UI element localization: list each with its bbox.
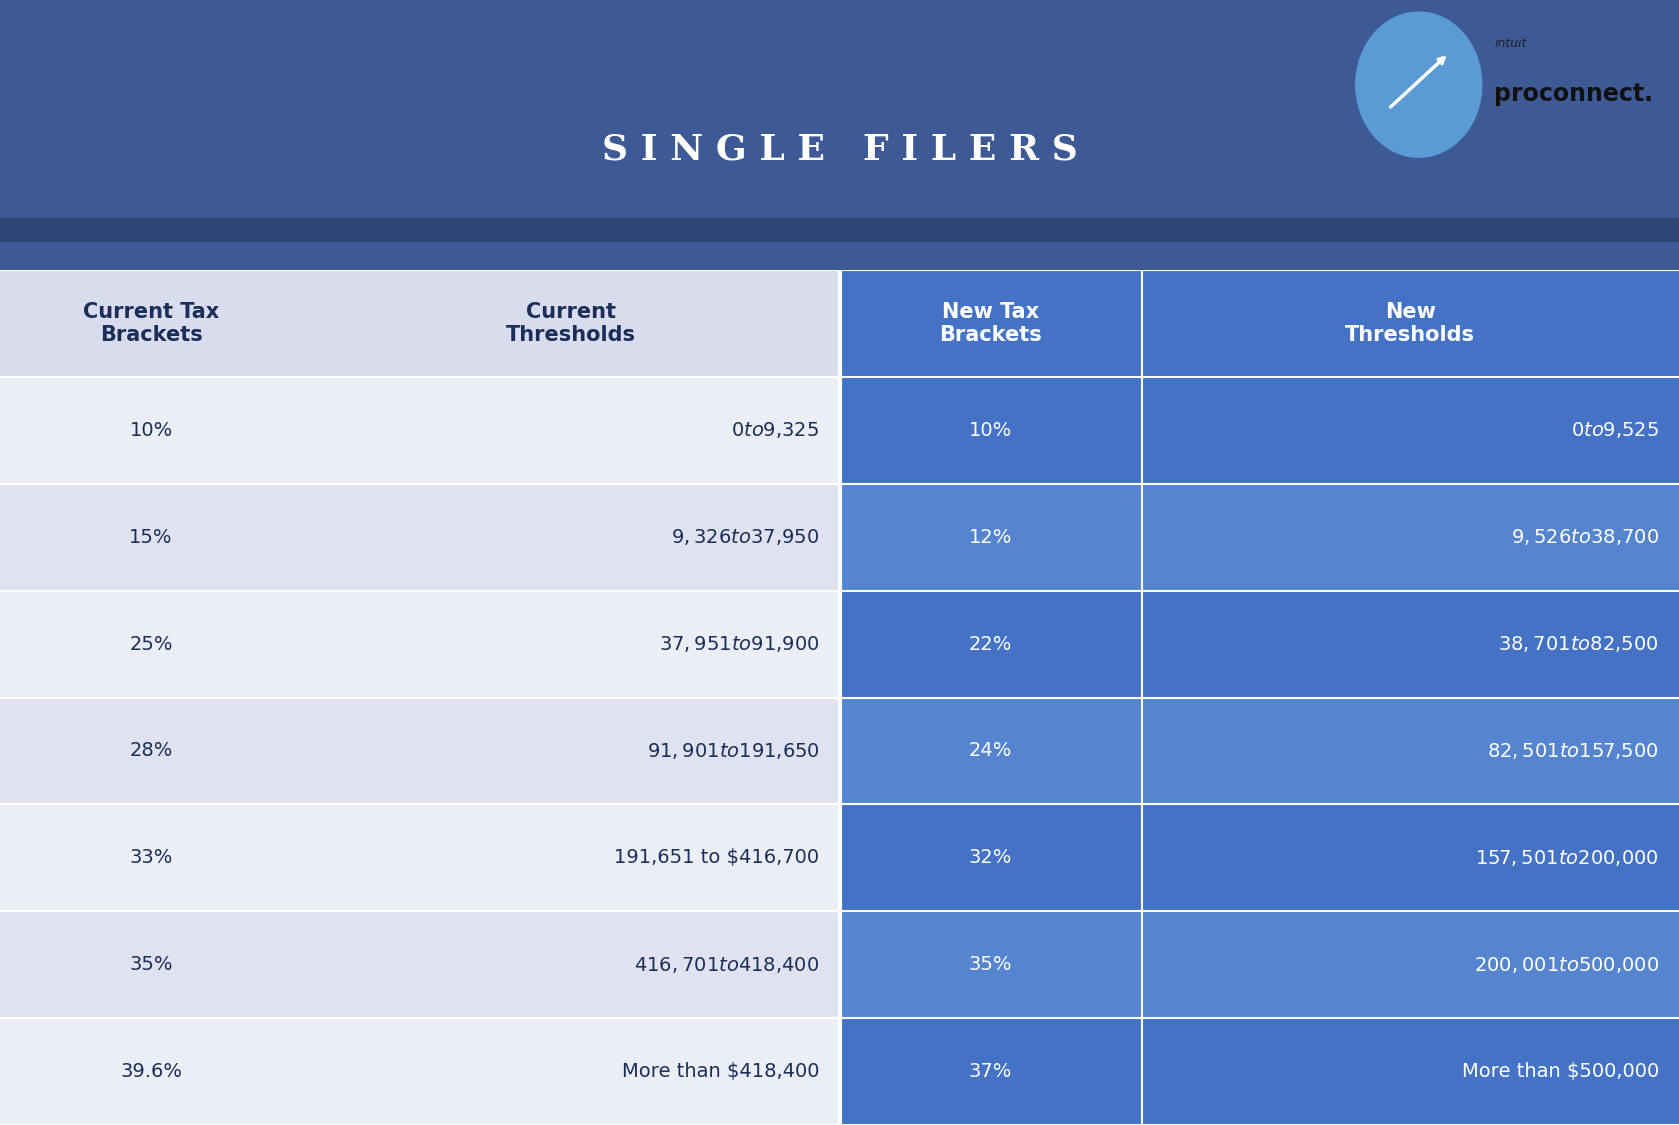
Bar xyxy=(0,377,302,484)
Text: $200,001 to $500,000: $200,001 to $500,000 xyxy=(1474,955,1659,974)
Bar xyxy=(302,377,840,484)
Text: $9,326 to $37,950: $9,326 to $37,950 xyxy=(672,528,819,547)
Bar xyxy=(840,270,1142,377)
Text: New Tax
Brackets: New Tax Brackets xyxy=(939,302,1043,345)
Bar xyxy=(1142,1018,1679,1125)
Ellipse shape xyxy=(1357,12,1483,158)
Text: 191,651 to $416,700: 191,651 to $416,700 xyxy=(615,848,819,867)
Text: $91,901 to $191,650: $91,901 to $191,650 xyxy=(646,741,819,760)
Text: $416,701 to $418,400: $416,701 to $418,400 xyxy=(635,955,819,974)
Text: 10%: 10% xyxy=(969,421,1012,440)
Text: 12%: 12% xyxy=(969,528,1012,547)
Text: S I N G L E   F I L E R S: S I N G L E F I L E R S xyxy=(601,133,1078,166)
Bar xyxy=(1142,911,1679,1018)
Text: 22%: 22% xyxy=(969,634,1012,654)
Bar xyxy=(840,698,1142,804)
Bar xyxy=(0,218,1679,242)
Text: $82,501 to $157,500: $82,501 to $157,500 xyxy=(1488,741,1659,760)
Text: More than $418,400: More than $418,400 xyxy=(621,1062,819,1081)
Bar xyxy=(840,804,1142,911)
Text: $0 to $9,525: $0 to $9,525 xyxy=(1570,421,1659,440)
Text: $38,701 to $82,500: $38,701 to $82,500 xyxy=(1498,634,1659,654)
Bar xyxy=(840,911,1142,1018)
Text: Current Tax
Brackets: Current Tax Brackets xyxy=(82,302,220,345)
Text: $0 to $9,325: $0 to $9,325 xyxy=(730,421,819,440)
Bar xyxy=(840,591,1142,698)
Text: $9,526 to $38,700: $9,526 to $38,700 xyxy=(1511,528,1659,547)
Text: 39.6%: 39.6% xyxy=(121,1062,181,1081)
Text: 25%: 25% xyxy=(129,634,173,654)
Bar xyxy=(302,698,840,804)
Text: 15%: 15% xyxy=(129,528,173,547)
Bar xyxy=(1142,270,1679,377)
Bar xyxy=(1142,698,1679,804)
Text: intuit: intuit xyxy=(1494,37,1526,49)
Text: 32%: 32% xyxy=(969,848,1012,867)
Bar xyxy=(302,591,840,698)
Bar xyxy=(1142,804,1679,911)
Bar xyxy=(0,484,302,591)
Text: proconnect.: proconnect. xyxy=(1494,82,1654,107)
Text: Current
Thresholds: Current Thresholds xyxy=(505,302,636,345)
Bar xyxy=(0,804,302,911)
Bar xyxy=(0,698,302,804)
Text: More than $500,000: More than $500,000 xyxy=(1462,1062,1659,1081)
Bar xyxy=(302,484,840,591)
Text: 24%: 24% xyxy=(969,741,1012,760)
Bar xyxy=(1142,484,1679,591)
Bar xyxy=(1142,591,1679,698)
Bar xyxy=(1142,377,1679,484)
Bar xyxy=(0,270,302,377)
Text: 10%: 10% xyxy=(129,421,173,440)
Bar xyxy=(302,270,840,377)
Bar xyxy=(840,1018,1142,1125)
Text: $37, 951 to $91,900: $37, 951 to $91,900 xyxy=(658,634,819,654)
Text: 28%: 28% xyxy=(129,741,173,760)
Text: $157,501 to $200,000: $157,501 to $200,000 xyxy=(1476,848,1659,867)
Bar xyxy=(0,1018,302,1125)
Bar xyxy=(840,484,1142,591)
Bar xyxy=(302,911,840,1018)
Text: 37%: 37% xyxy=(969,1062,1012,1081)
Text: 35%: 35% xyxy=(129,955,173,974)
Bar xyxy=(840,377,1142,484)
Bar xyxy=(0,591,302,698)
Bar xyxy=(302,1018,840,1125)
Bar xyxy=(0,911,302,1018)
Text: 35%: 35% xyxy=(969,955,1012,974)
Text: New
Thresholds: New Thresholds xyxy=(1345,302,1476,345)
Bar xyxy=(302,804,840,911)
Text: 33%: 33% xyxy=(129,848,173,867)
